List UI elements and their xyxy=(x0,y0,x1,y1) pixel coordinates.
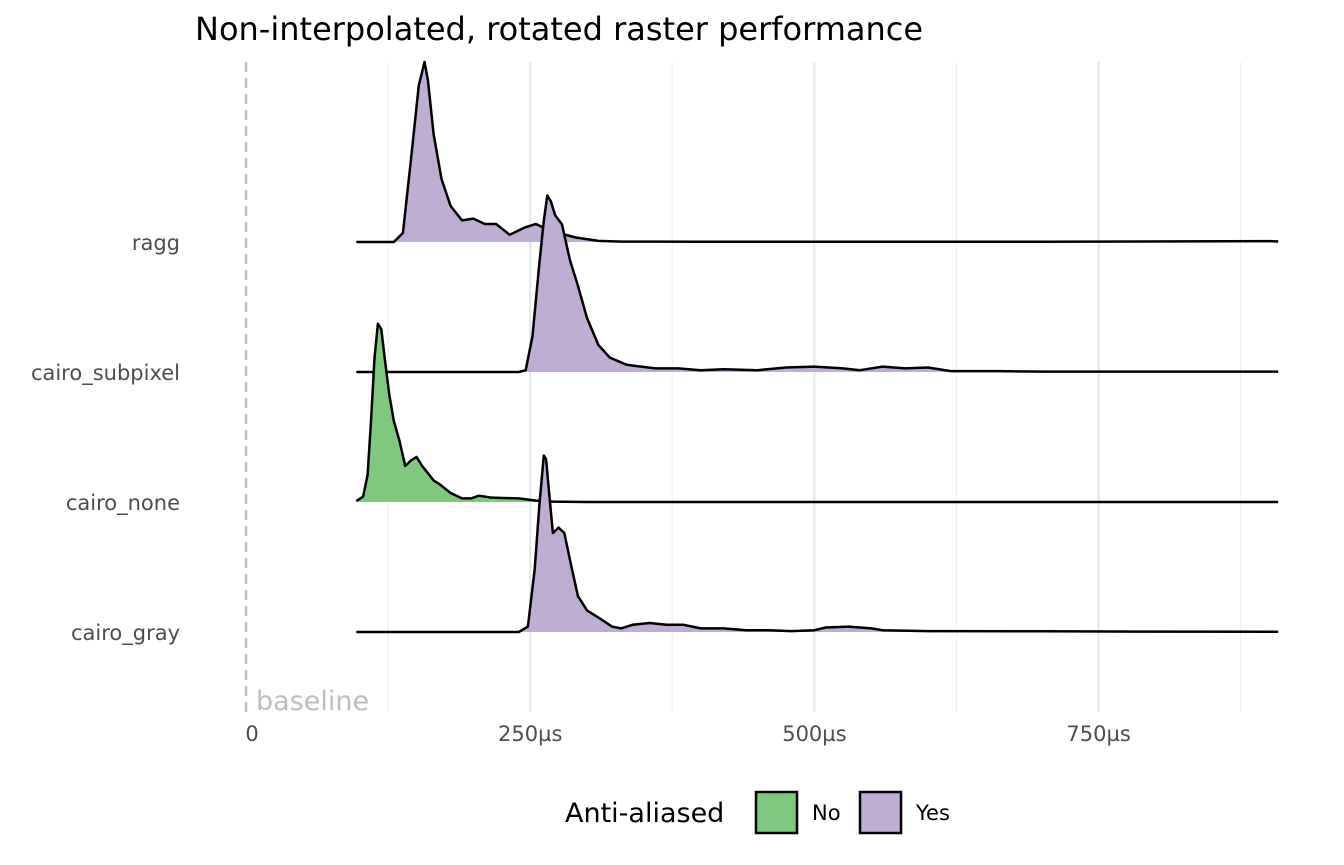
ridge-outline-cairo_none xyxy=(355,322,1279,504)
chart-title: Non-interpolated, rotated raster perform… xyxy=(195,10,923,48)
y-label-cairo_none: cairo_none xyxy=(66,491,180,516)
ridge-outline-cairo_gray xyxy=(356,454,1279,634)
density-ridges xyxy=(355,60,1279,634)
legend-key-yes xyxy=(858,790,903,835)
legend-title: Anti-aliased xyxy=(565,798,724,829)
ridge-cairo_subpixel xyxy=(356,194,1279,374)
ridge-ragg xyxy=(356,60,1279,244)
ridge-outline-ragg xyxy=(356,60,1279,244)
y-label-ragg: ragg xyxy=(132,231,180,255)
grid-lines xyxy=(387,62,1242,712)
ridge-fill-ragg xyxy=(356,62,1279,242)
ridge-fill-cairo_none xyxy=(356,323,1279,502)
baseline-reference: baseline xyxy=(244,62,369,717)
ridge-outline-cairo_subpixel xyxy=(356,194,1279,374)
y-label-cairo_gray: cairo_gray xyxy=(71,621,180,646)
x-tick-label: 750µs xyxy=(1066,722,1130,746)
legend: Anti-aliased No Yes xyxy=(565,790,950,835)
x-axis-ticks: 0 250µs 500µs 750µs xyxy=(245,722,1130,746)
legend-label-no: No xyxy=(812,801,841,825)
ridge-cairo_none xyxy=(355,322,1279,504)
y-axis-labels: ragg cairo_subpixel cairo_none cairo_gray xyxy=(31,231,180,646)
x-tick-label: 250µs xyxy=(498,722,562,746)
legend-key-no xyxy=(754,790,799,835)
baseline-label: baseline xyxy=(256,686,369,717)
ridge-fill-cairo_gray xyxy=(356,455,1279,632)
x-tick-label: 500µs xyxy=(782,722,846,746)
legend-label-yes: Yes xyxy=(915,801,950,825)
ridge-fill-cairo_subpixel xyxy=(356,195,1279,372)
y-label-cairo_subpixel: cairo_subpixel xyxy=(31,361,180,386)
x-tick-label: 0 xyxy=(245,722,258,746)
ridge-cairo_gray xyxy=(356,454,1279,634)
